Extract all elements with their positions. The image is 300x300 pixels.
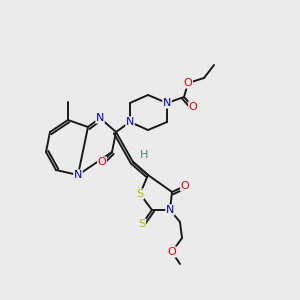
Text: O: O [181, 181, 189, 191]
Text: O: O [189, 102, 197, 112]
Text: N: N [166, 205, 174, 215]
Text: N: N [126, 117, 134, 127]
Text: O: O [184, 78, 192, 88]
Text: S: S [138, 219, 146, 229]
Text: O: O [168, 247, 176, 257]
Text: N: N [96, 113, 104, 123]
Text: N: N [163, 98, 171, 108]
Text: N: N [74, 170, 82, 180]
Text: S: S [136, 189, 144, 199]
Text: H: H [140, 150, 148, 160]
Text: O: O [98, 157, 106, 167]
